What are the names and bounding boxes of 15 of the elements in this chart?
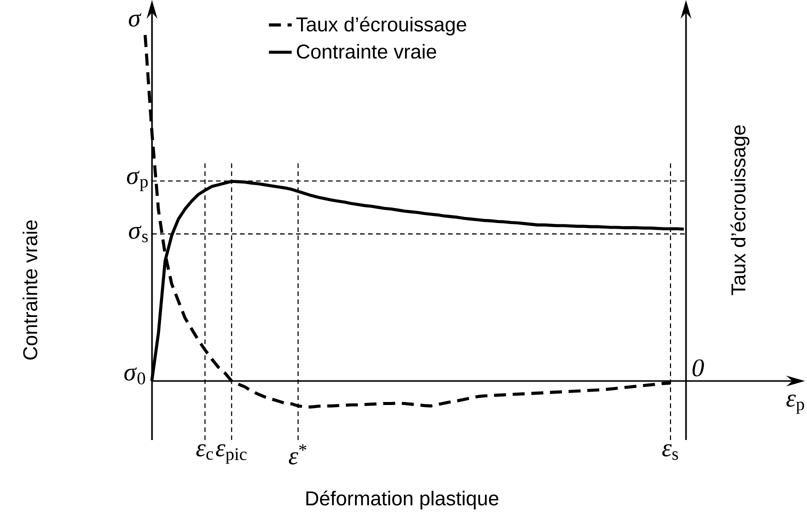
x-tick-label: ε$_{c}$ [196,444,214,460]
legend-label: Taux d’écrouissage [296,16,466,36]
x-tick-label: ε$_{pic}$ [216,444,247,464]
text: 0 [692,359,704,376]
y2-axis-title: Taux d’écrouissage [730,125,750,296]
x-tick-label: ε$_{s}$ [662,444,678,460]
ref-line-label: σ$_{p}$ [126,170,148,192]
legend-label: Contrainte vraie [296,44,436,59]
text: ε$_{p}$ [786,394,804,414]
annotation: σ$_{0}$ [124,367,146,384]
ref-line-label: σ$_{s}$ [128,226,148,242]
x-axis-title: Déformation plastique [306,490,498,510]
text: σ [128,13,142,27]
y-axis-title: Contrainte vraie [22,220,38,360]
x-tick-label: ε$^{*}$ [288,444,306,464]
